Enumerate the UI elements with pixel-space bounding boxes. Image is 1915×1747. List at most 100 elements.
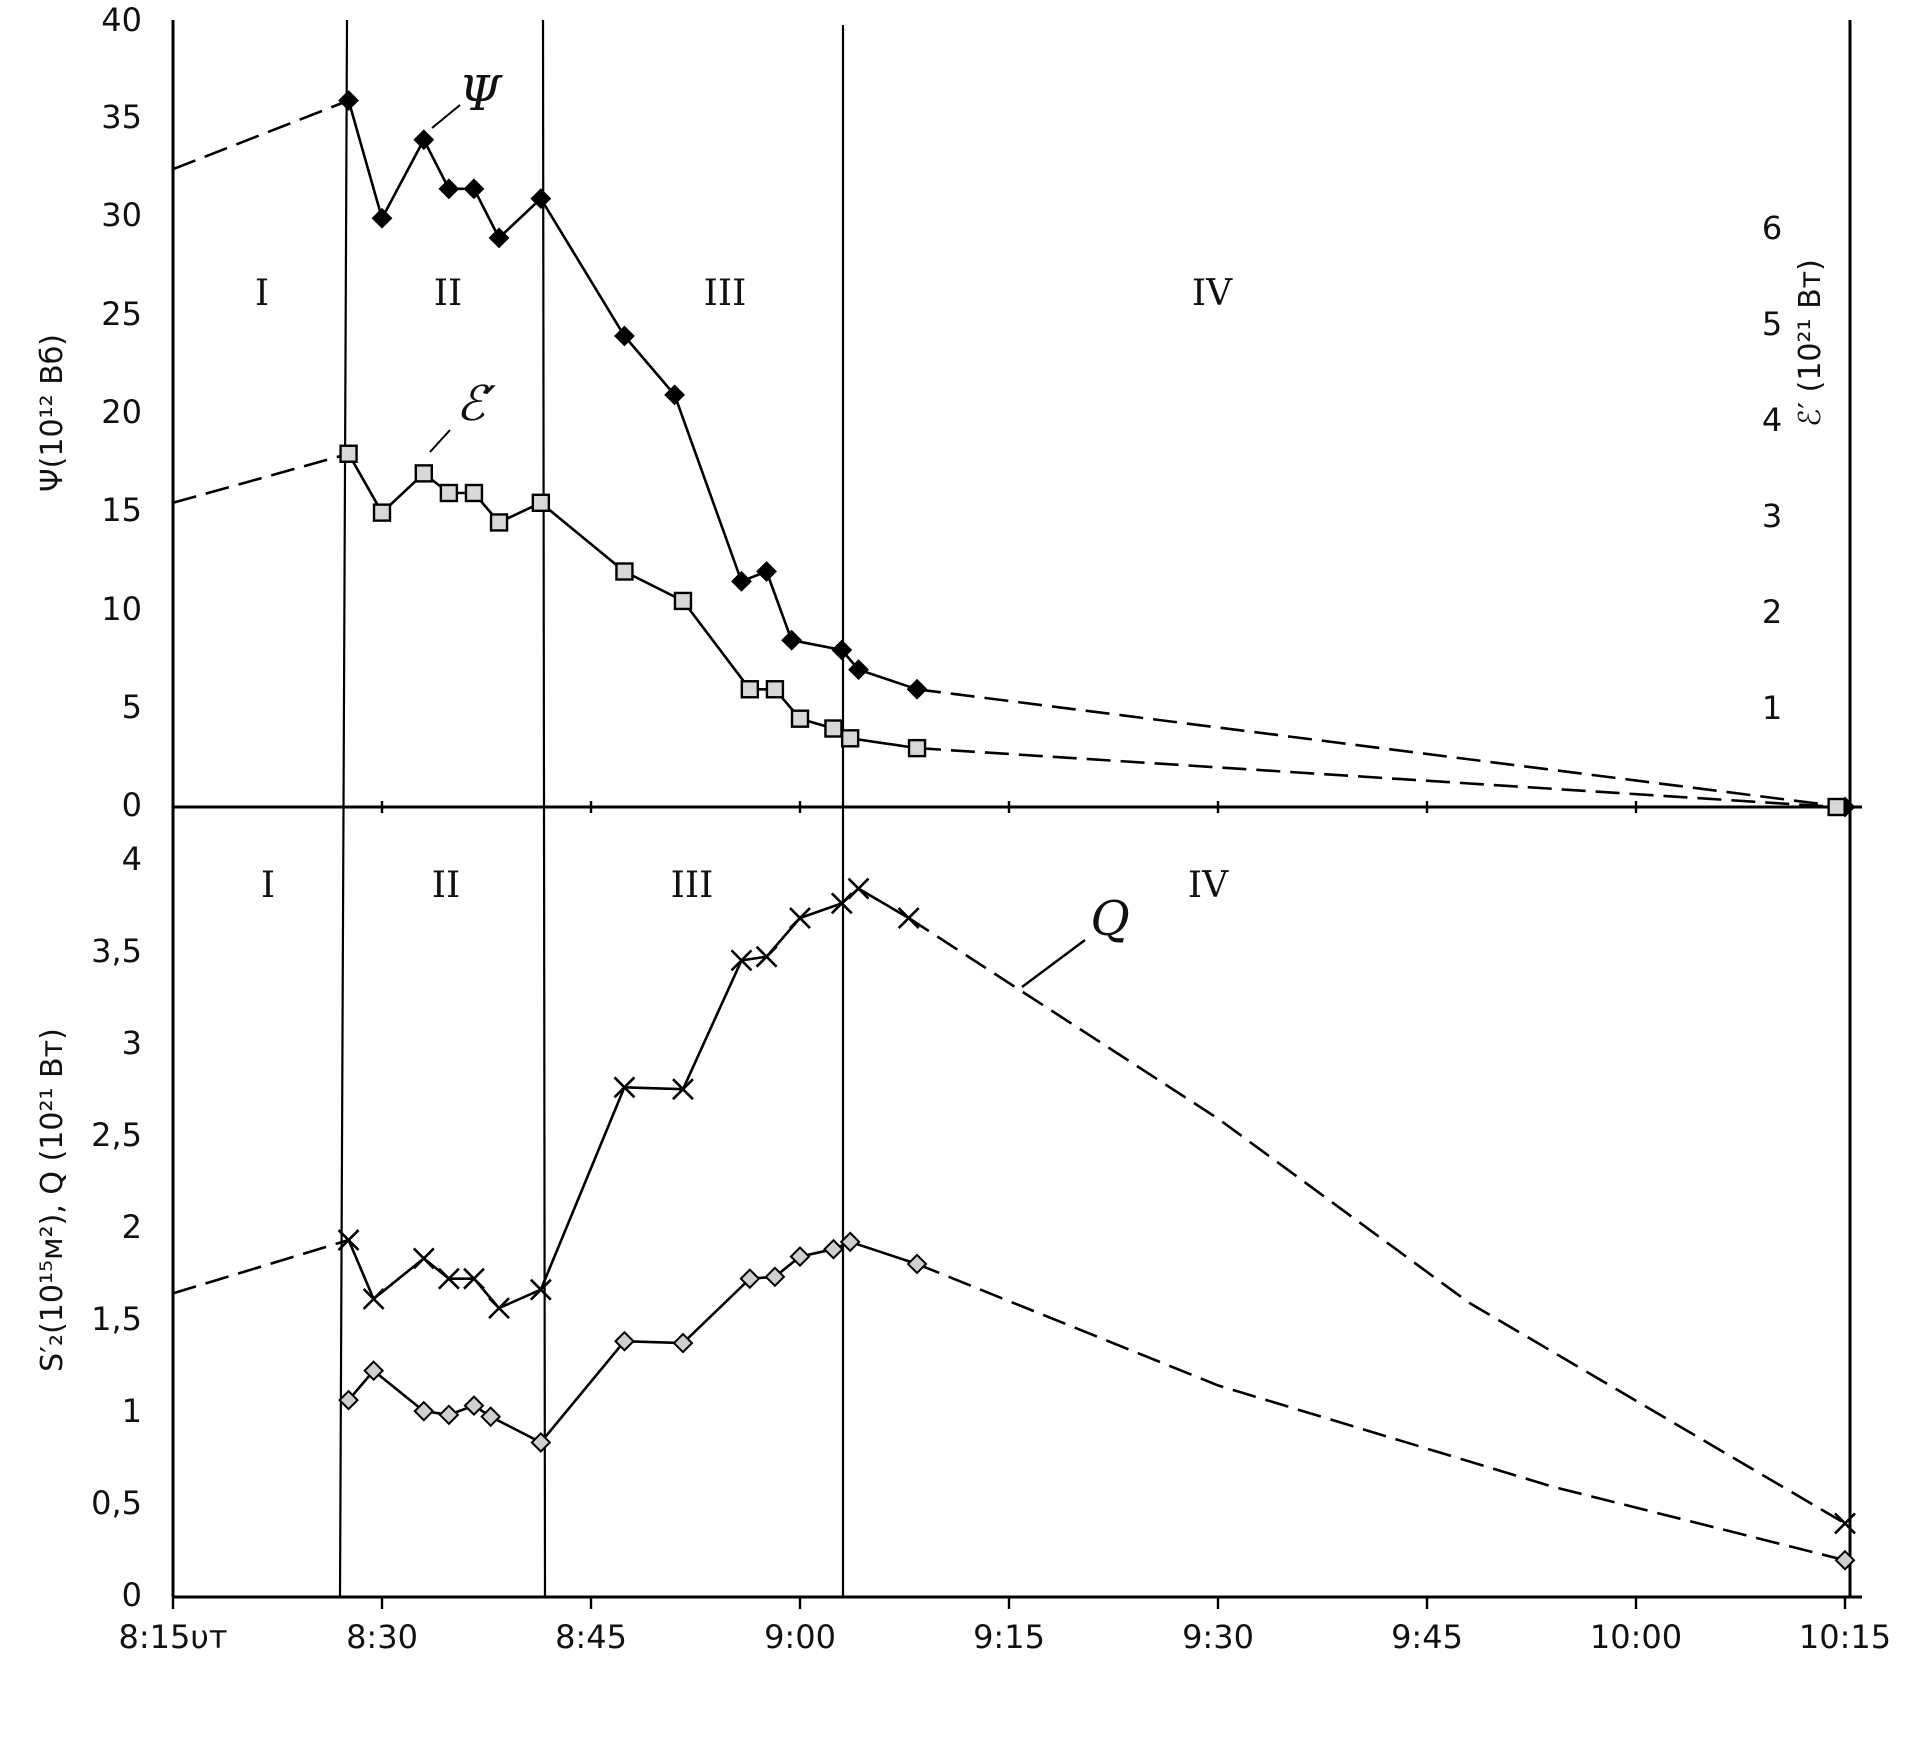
psi-series-label: Ψ <box>459 66 503 122</box>
bottom-y-axis-title: S′₂(10¹⁵м²), Q (10²¹ Вт) <box>35 1028 70 1372</box>
bottom-series-1-dashed-tail <box>916 1262 1846 1562</box>
bottom-y-tick: 3,5 <box>91 932 142 970</box>
top-series-1-point <box>531 493 551 513</box>
bottom-series-0-point <box>755 945 778 968</box>
bottom-y-tick: 3 <box>122 1024 142 1062</box>
top-y-tick: 10 <box>101 590 142 628</box>
bottom-series-0-dashed-start <box>172 1238 349 1295</box>
right-y-tick: 6 <box>1762 209 1782 247</box>
top-series-0-point <box>530 188 552 210</box>
bottom-y-tick: 2,5 <box>91 1116 142 1154</box>
top-series-0-point <box>756 561 777 582</box>
top-series-1-endpoint <box>1827 797 1846 817</box>
right-y-tick: 4 <box>1762 401 1782 439</box>
q-label-leader <box>1021 939 1086 988</box>
top-series-1-point <box>439 483 459 503</box>
top-y-tick: 40 <box>101 1 142 39</box>
top-series-0-point <box>831 639 853 661</box>
phase-label-top: IV <box>1192 273 1233 314</box>
bottom-series-0-point <box>830 892 853 915</box>
right-y-axis-title: ℰ′ (10²¹ Вт) <box>1793 259 1828 427</box>
right-y-tick: 2 <box>1762 593 1782 631</box>
top-series-1-point <box>765 680 785 699</box>
bottom-series-0-point <box>847 877 870 900</box>
top-y-tick: 20 <box>101 393 142 431</box>
bottom-series-1-point <box>906 1253 928 1275</box>
x-tick: 9:00 <box>764 1618 836 1656</box>
top-series-0-point <box>438 178 460 200</box>
bottom-y-tick: 2 <box>122 1208 142 1246</box>
top-series-0-line <box>347 100 918 691</box>
x-tick: 9:30 <box>1182 1618 1254 1656</box>
bottom-series-1-endpoint <box>1834 1549 1856 1571</box>
top-y-tick: 5 <box>122 688 142 726</box>
top-series-0-point <box>848 659 869 681</box>
bottom-series-0-line <box>347 887 910 1310</box>
x-tick: 8:45 <box>555 1618 627 1656</box>
top-series-1-point <box>824 719 843 738</box>
top-series-0-point <box>488 227 510 249</box>
x-tick: 8:15υт <box>118 1618 227 1656</box>
top-y-axis-title: Ψ(10¹² Вб) <box>35 334 70 492</box>
x-tick: 9:45 <box>1391 1618 1463 1656</box>
top-y-tick: 0 <box>122 786 142 824</box>
x-tick: 8:30 <box>346 1618 418 1656</box>
phase-label-bottom: IV <box>1188 865 1229 906</box>
bottom-series-0-endpoint <box>1834 1512 1856 1535</box>
phase-label-bottom: III <box>671 865 714 906</box>
top-series-1-point <box>740 680 760 699</box>
top-series-1-point <box>673 591 693 611</box>
right-y-tick: 1 <box>1762 689 1782 727</box>
bottom-series-1-point <box>672 1332 694 1354</box>
top-y-tick: 35 <box>101 98 142 136</box>
bottom-series-0-point <box>437 1267 460 1290</box>
bottom-series-0-point <box>529 1278 552 1301</box>
top-series-1-point <box>840 729 860 748</box>
bottom-series-0-point <box>789 907 811 929</box>
bottom-y-tick: 4 <box>122 840 142 878</box>
bottom-series-1-point <box>823 1238 844 1260</box>
top-series-0-point <box>614 325 635 347</box>
top-series-1-dashed-start <box>172 452 349 505</box>
phase-label-top: III <box>704 273 747 314</box>
bottom-y-tick: 1,5 <box>91 1300 142 1338</box>
bottom-y-tick: 1 <box>122 1392 142 1430</box>
bottom-series-0-point <box>730 949 753 972</box>
top-series-0-dashed-start <box>172 99 350 171</box>
right-y-tick: 5 <box>1762 305 1782 343</box>
psi-label-leader <box>431 104 461 129</box>
bottom-series-1-point <box>789 1246 811 1268</box>
phase-label-top: II <box>434 273 462 314</box>
series-layer <box>171 90 1856 1609</box>
top-series-1-line <box>347 453 918 750</box>
bottom-series-1-point <box>739 1268 761 1290</box>
bottom-y-tick: 0 <box>122 1576 142 1614</box>
q-series-label: Q <box>1090 891 1129 947</box>
bottom-series-1-point <box>614 1330 635 1352</box>
bottom-series-1-point <box>530 1432 552 1453</box>
top-series-0-point <box>906 678 928 700</box>
top-series-1-point <box>414 464 433 483</box>
bottom-series-1-point <box>363 1360 385 1382</box>
phase-label-bottom: I <box>261 865 275 906</box>
top-series-0-dashed-tail <box>916 688 1846 809</box>
epsilon-series-label: ℰ′ <box>456 376 496 432</box>
bottom-series-1-point <box>438 1404 460 1426</box>
bottom-series-0-dashed-tail <box>907 916 1846 1525</box>
top-series-1-point <box>907 738 927 758</box>
top-series-1-point <box>372 503 392 522</box>
bottom-series-0-point <box>362 1288 385 1310</box>
bottom-y-tick: 0,5 <box>91 1484 142 1522</box>
top-series-1-point <box>464 483 484 503</box>
x-tick: 10:00 <box>1590 1618 1682 1656</box>
bottom-series-1-point <box>413 1400 435 1422</box>
bottom-series-0-point <box>488 1297 510 1320</box>
top-y-tick: 25 <box>101 295 142 333</box>
top-series-0-point <box>463 178 485 200</box>
top-series-1-point <box>489 513 509 532</box>
bottom-series-0-point <box>412 1247 435 1270</box>
epsilon-label-leader <box>429 429 451 453</box>
right-y-tick: 3 <box>1762 497 1782 535</box>
x-tick: 10:15 <box>1799 1618 1891 1656</box>
